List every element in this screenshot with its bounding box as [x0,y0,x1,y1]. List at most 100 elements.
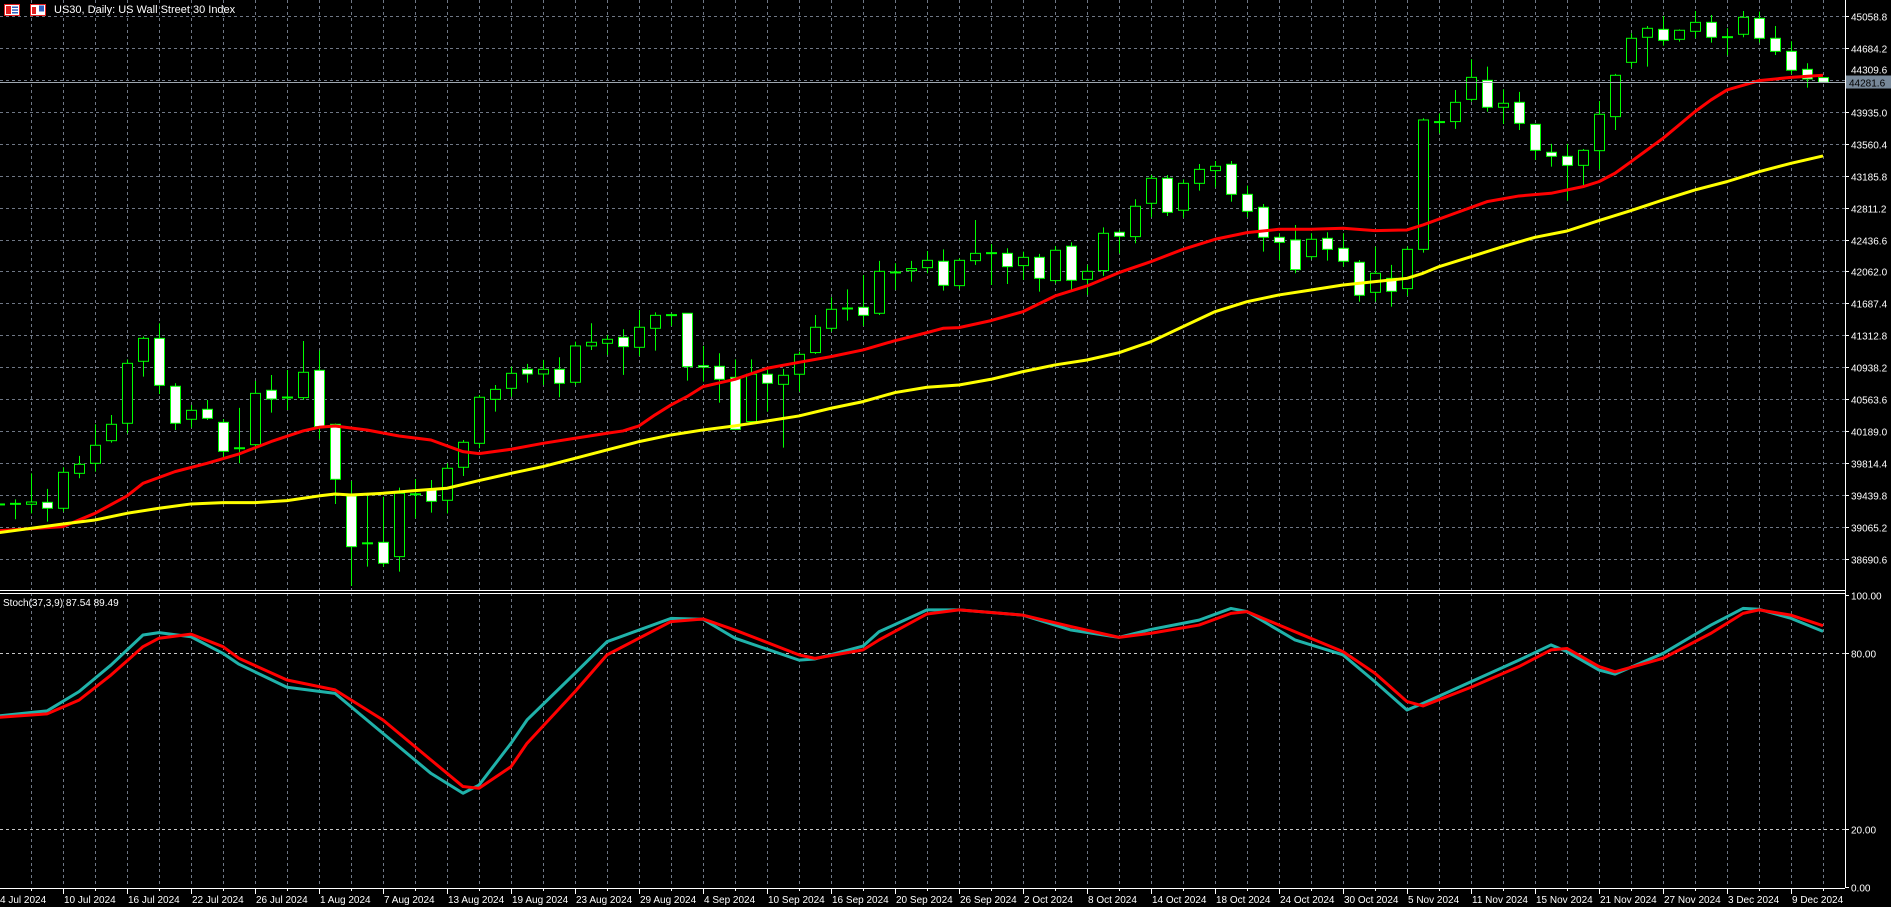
candle-body-bearish [554,368,565,384]
candle [1178,179,1189,218]
candle [26,473,37,514]
candle [410,478,421,519]
candle-body-bearish [410,493,421,496]
candle [346,481,357,586]
candle-body-bullish [906,268,917,272]
candle-body-bullish [970,252,981,262]
candle [1370,246,1381,302]
candle-body-bullish [778,374,789,385]
candle [1610,73,1621,130]
price-axis-label: 39065.2 [1851,524,1888,535]
candle-body-bearish [1226,163,1237,195]
candle [1338,233,1349,267]
candle [1258,203,1269,252]
candle-body-bullish [1098,232,1109,272]
candle-body-bearish [1802,68,1813,80]
candle-body-bearish [1322,237,1333,250]
candle-body-bearish [362,542,373,545]
candle [330,423,341,504]
candle-body-bullish [922,259,933,269]
candle-body-bearish [426,489,437,502]
time-axis-label: 24 Oct 2024 [1280,895,1335,906]
time-axis-label: 23 Aug 2024 [576,895,633,906]
candle-body-bearish [1562,155,1573,166]
candle-body-bullish [298,371,309,399]
candle [1146,174,1157,218]
candle [890,263,901,290]
candle-body-bullish [186,409,197,420]
candle [906,260,917,282]
candle-body-bullish [1498,102,1509,108]
moving-average-yellow-line [0,154,1824,535]
time-axis-label: 19 Aug 2024 [512,895,569,906]
candle-body-bullish [1050,249,1061,282]
candle [186,404,197,428]
candle [618,329,629,375]
candle [266,375,277,413]
candle [42,488,53,522]
candle-body-bullish [474,396,485,444]
candle-body-bearish [618,336,629,348]
candle [730,359,741,430]
price-axis-label: 44684.2 [1851,45,1888,56]
time-axis-label: 14 Oct 2024 [1152,895,1207,906]
candle-body-bullish [634,326,645,348]
candle [1434,113,1445,134]
candle-body-bullish [1466,76,1477,100]
candle [1706,15,1717,43]
candle-body-bearish [1242,193,1253,212]
candle [1546,143,1557,167]
candle [586,323,597,350]
candle [1594,100,1605,170]
candle-body-bullish [506,372,517,389]
price-axis-label: 38690.6 [1851,556,1888,567]
candle-body-bearish [1066,245,1077,281]
candle [842,289,853,321]
candle [1210,160,1221,188]
candle-body-bearish [1546,151,1557,157]
candle-body-bullish [1402,248,1413,290]
candle [1322,232,1333,261]
candle [362,495,373,567]
candle-body-bullish [538,368,549,375]
current-price-label: 44281.6 [1849,79,1886,90]
trade-list-icon[interactable] [4,4,20,16]
price-axis-label: 39439.8 [1851,492,1888,503]
candle [826,297,837,332]
price-axis-label: 40189.0 [1851,428,1888,439]
candle-body-bullish [810,326,821,354]
candle [1402,246,1413,296]
candle-body-bullish [1594,113,1605,152]
candle-body-bearish [1658,28,1669,41]
time-axis-label: 1 Aug 2024 [320,895,371,906]
candle [250,380,261,450]
candle-body-bearish [1114,231,1125,237]
candle-body-bearish [938,260,949,286]
candle [602,334,613,355]
candle-body-bullish [1434,121,1445,124]
candle-body-bullish [74,463,85,474]
candle-body-bearish [1290,239,1301,271]
candle [1626,33,1637,68]
candle-body-bullish [954,259,965,287]
candle [506,366,517,397]
time-axis-label: 16 Sep 2024 [832,895,889,906]
candle [1386,264,1397,307]
candle [458,439,469,476]
price-axis-label: 39814.4 [1851,460,1888,471]
time-axis-label: 21 Nov 2024 [1600,895,1657,906]
time-axis-label: 9 Dec 2024 [1792,895,1844,906]
candle-body-bullish [490,388,501,400]
candle-body-bearish [698,365,709,368]
candle-body-bullish [746,373,757,423]
candle [858,274,869,326]
chart-type-icon[interactable] [30,4,46,16]
candle [298,340,309,400]
current-price-tag [1846,75,1891,89]
time-axis-label: 16 Jul 2024 [128,895,180,906]
time-axis-label: 26 Sep 2024 [960,895,1017,906]
candle-body-bearish [346,495,357,548]
candle [1786,41,1797,74]
candle [970,219,981,265]
